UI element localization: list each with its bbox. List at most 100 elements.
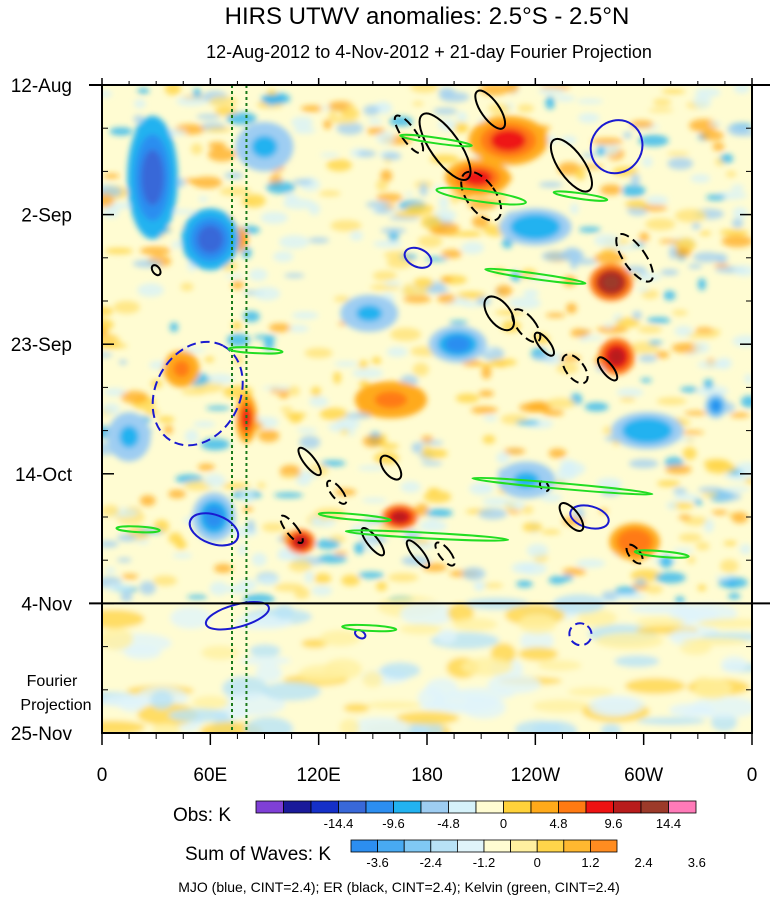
anomaly-blob	[376, 131, 395, 145]
anomaly-feature-15	[519, 218, 552, 236]
chart-subtitle: 12-Aug-2012 to 4-Nov-2012 + 21-day Fouri…	[206, 42, 652, 62]
projection-blob	[319, 630, 361, 647]
projection-blob	[678, 603, 738, 624]
projection-blob	[595, 632, 664, 650]
contour-er-20	[297, 446, 322, 477]
contour-er-9	[474, 89, 507, 130]
waves-colorbar-label-1: -2.4	[420, 855, 442, 870]
anomaly-blob	[257, 482, 266, 489]
anomaly-blob	[213, 563, 233, 574]
projection-blob	[425, 678, 458, 701]
projection-blob	[150, 690, 174, 710]
anomaly-blob	[674, 247, 691, 258]
anomaly-blob	[361, 497, 387, 503]
anomaly-blob	[345, 104, 357, 114]
contour-kelvin-35	[344, 529, 510, 542]
anomaly-feature-9	[374, 391, 408, 409]
anomaly-blob	[388, 573, 419, 582]
anomaly-blob	[263, 337, 275, 351]
obs-colorbar-swatch-2	[310, 800, 339, 814]
obs-colorbar-swatch-3	[338, 800, 367, 814]
contour-er-23	[279, 514, 304, 545]
anomaly-blob	[167, 209, 197, 215]
anomaly-blob	[721, 486, 750, 493]
anomaly-blob	[184, 429, 199, 444]
anomaly-blob	[604, 322, 613, 329]
anomaly-blob	[478, 484, 494, 490]
anomaly-blob	[103, 173, 120, 179]
anomaly-blob	[260, 95, 285, 104]
anomaly-blob	[278, 388, 290, 399]
contour-kelvin-36	[317, 511, 392, 523]
anomaly-blob	[386, 346, 408, 358]
anomaly-blob	[601, 590, 620, 602]
anomaly-blob	[400, 481, 421, 493]
anomaly-blob	[320, 460, 346, 467]
anomaly-blob	[711, 328, 721, 336]
anomaly-blob	[421, 448, 448, 459]
waves-colorbar-label-2: -1.2	[473, 855, 495, 870]
anomaly-blob	[667, 157, 694, 170]
anomaly-blob	[713, 263, 730, 268]
anomaly-blob	[721, 235, 752, 248]
waves-colorbar-swatch-3	[430, 839, 458, 853]
anomaly-blob	[313, 573, 332, 584]
anomaly-feature-3	[608, 348, 625, 365]
x-tick-label-5: 60W	[624, 765, 663, 786]
contour-mjo-0	[151, 340, 244, 447]
anomaly-blob	[196, 114, 221, 120]
anomaly-blob	[712, 142, 725, 151]
anomaly-blob	[208, 141, 227, 150]
anomaly-blob	[689, 118, 719, 133]
projection-blob	[102, 720, 146, 733]
anomaly-feature-21	[251, 135, 278, 158]
contour-er-11	[393, 114, 425, 155]
anomaly-blob	[351, 368, 384, 379]
anomaly-blob	[308, 396, 329, 407]
contour-er-25	[405, 539, 431, 569]
anomaly-blob	[720, 559, 739, 573]
anomaly-blob	[224, 172, 244, 179]
anomaly-blob	[359, 379, 370, 388]
anomaly-blob	[511, 562, 536, 574]
anomaly-blob	[424, 256, 449, 262]
obs-colorbar-label-6: 14.4	[656, 816, 681, 831]
projection-blob	[249, 644, 281, 658]
projection-blob	[298, 664, 350, 682]
anomaly-blob	[381, 443, 399, 450]
contour-er-13	[615, 232, 655, 283]
obs-colorbar-swatch-4	[365, 800, 394, 814]
obs-colorbar-swatch-14	[640, 800, 669, 814]
obs-colorbar-label-0: -14.4	[324, 816, 354, 831]
anomaly-blob	[678, 533, 702, 542]
anomaly-blob	[505, 85, 519, 94]
anomaly-blob	[121, 573, 139, 580]
projection-blob	[244, 716, 294, 733]
anomaly-blob	[700, 130, 724, 141]
anomaly-blob	[674, 209, 707, 223]
projection-blob	[222, 692, 286, 716]
anomaly-blob	[645, 218, 676, 231]
anomaly-blob	[261, 522, 285, 532]
contour-er-8	[418, 112, 472, 181]
anomaly-blob	[546, 398, 576, 409]
anomaly-blob	[246, 519, 256, 533]
projection-blob	[518, 647, 559, 661]
anomaly-blob	[476, 296, 492, 306]
anomaly-blob	[401, 287, 429, 296]
anomaly-blob	[703, 519, 714, 533]
anomaly-blob	[152, 575, 178, 586]
anomaly-blob	[720, 153, 734, 164]
anomaly-blob	[461, 360, 483, 367]
anomaly-blob	[728, 593, 741, 600]
projection-blob	[102, 609, 145, 629]
obs-colorbar-swatch-15	[668, 800, 697, 814]
anomaly-blob	[276, 553, 301, 561]
anomaly-blob	[596, 146, 606, 157]
anomaly-blob	[660, 269, 679, 276]
projection-blob	[201, 645, 239, 660]
anomaly-blob	[384, 280, 401, 286]
contour-kelvin-39	[341, 623, 398, 633]
projection-blob	[698, 618, 752, 629]
